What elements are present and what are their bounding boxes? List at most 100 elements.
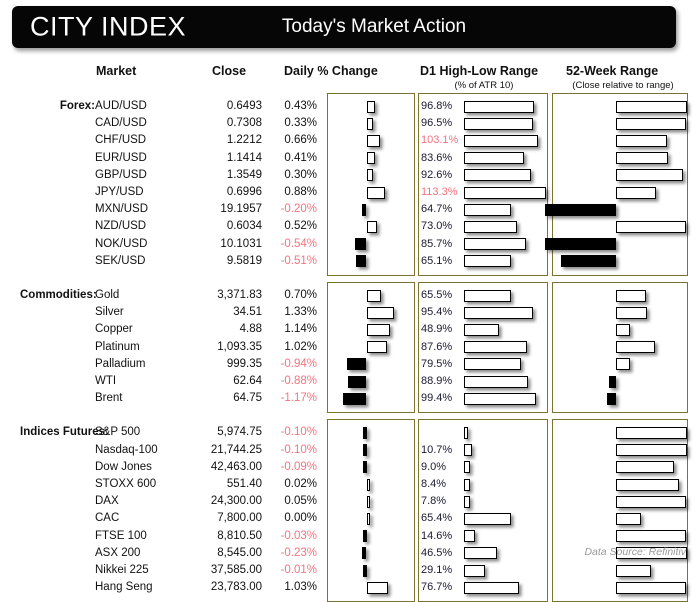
d1-range-bar [464, 289, 512, 302]
daily-pct-value: 0.00% [284, 512, 317, 525]
52week-range-bar [616, 461, 674, 474]
52week-range-bar [616, 478, 680, 491]
d1-range-bar [464, 478, 471, 491]
daily-pct-value: -0.01% [280, 564, 317, 576]
daily-pct-bar [356, 255, 367, 268]
daily-pct-bar [366, 169, 373, 182]
d1-range-bar [464, 564, 485, 577]
brand-logo: CITY INDEX [30, 11, 187, 42]
d1-range-label: 95.4% [421, 306, 453, 319]
column-header-daily-pct: Daily % Change [284, 64, 378, 78]
d1-range-bar [464, 238, 526, 251]
d1-range-bar [464, 444, 472, 457]
market-name: DAX [95, 495, 119, 508]
daily-pct-value: 1.03% [284, 581, 317, 594]
daily-pct-value: 1.14% [284, 323, 317, 336]
52week-range-bar [616, 152, 668, 165]
daily-pct-value: 0.33% [284, 117, 317, 130]
daily-pct-bar [366, 495, 370, 508]
daily-pct-value: 0.02% [284, 478, 317, 490]
market-name: FTSE 100 [95, 529, 147, 542]
close-value: 999.35 [226, 357, 262, 370]
data-source-note: Data Source: Refinitiv [584, 546, 686, 558]
daily-pct-value: 0.52% [284, 220, 317, 233]
d1-range-label: 9.0% [421, 460, 447, 473]
d1-range-bar [464, 100, 534, 113]
52week-range-bar [616, 306, 648, 319]
d1-range-label: 48.9% [421, 323, 453, 336]
market-name: Nasdaq-100 [95, 443, 158, 456]
d1-range-label: 103.1% [421, 134, 459, 147]
daily-pct-value: 1.33% [284, 306, 317, 319]
column-header-market: Market [96, 64, 137, 78]
d1-range-label: 65.1% [421, 254, 453, 267]
close-value: 37,585.00 [210, 564, 262, 576]
close-value: 5,974.75 [217, 426, 262, 439]
daily-pct-bar [363, 461, 367, 474]
column-subheader-d1-range: (% of ATR 10) [454, 80, 514, 91]
52week-range-bar [616, 426, 688, 439]
market-name: Copper [95, 323, 133, 336]
d1-range-bar [464, 203, 511, 216]
close-value: 8,545.00 [217, 546, 262, 559]
market-name: CAC [95, 512, 120, 525]
page-title: Today's Market Action [281, 16, 467, 37]
52week-range-bar [616, 289, 646, 302]
close-value: 21,744.25 [210, 443, 262, 456]
daily-pct-bar [366, 581, 388, 594]
d1-range-label: 85.7% [421, 237, 453, 250]
52week-range-bar [544, 238, 616, 251]
52week-range-bar [616, 530, 687, 543]
close-value: 1,093.35 [217, 340, 262, 353]
close-value: 24,300.00 [210, 495, 262, 508]
d1-range-label: 8.4% [421, 478, 447, 490]
d1-range-bar [464, 169, 531, 182]
d1-range-bar [464, 323, 500, 336]
close-value: 0.6996 [226, 186, 262, 198]
daily-pct-value: -0.10% [280, 426, 317, 439]
daily-pct-bar [366, 134, 381, 147]
52week-range-bar [616, 169, 683, 182]
daily-pct-value: 0.30% [284, 168, 317, 181]
d1-range-label: 64.7% [421, 203, 453, 216]
d1-range-bar [464, 495, 470, 508]
market-name: MXN/USD [95, 203, 149, 216]
d1-range-bar [464, 358, 522, 371]
52week-range-bar [616, 341, 656, 354]
d1-range-bar [464, 426, 468, 439]
d1-range-bar [464, 375, 528, 388]
52week-range-bar [616, 358, 630, 371]
market-name: NOK/USD [95, 237, 148, 250]
column-header-d1-range: D1 High-Low Range [420, 64, 539, 78]
d1-range-label: 99.4% [421, 392, 453, 405]
close-value: 23,783.00 [210, 581, 262, 594]
group-label-1: Commodities: [20, 289, 97, 301]
market-name: Dow Jones [95, 460, 152, 473]
close-value: 42,463.00 [210, 460, 262, 473]
close-value: 1.3549 [226, 168, 262, 181]
market-name: NZD/USD [95, 220, 147, 233]
daily-pct-value: -0.94% [280, 357, 317, 370]
d1-range-bar [464, 341, 528, 354]
d1-range-bar [464, 547, 498, 560]
market-name: Nikkei 225 [95, 564, 149, 576]
d1-range-bar [464, 581, 520, 594]
d1-range-label: 10.7% [421, 443, 453, 456]
52week-range-bar [560, 255, 616, 268]
52week-range-bar [616, 323, 630, 336]
52week-range-bar [609, 375, 616, 388]
market-name: Platinum [95, 340, 140, 353]
market-name: STOXX 600 [95, 478, 157, 490]
52week-range-bar [616, 547, 688, 560]
d1-range-bar [464, 152, 525, 165]
market-name: Hang Seng [95, 581, 153, 594]
market-name: ASX 200 [95, 546, 141, 559]
daily-pct-bar [366, 152, 375, 165]
daily-pct-value: 0.43% [284, 100, 317, 112]
daily-pct-bar [366, 186, 385, 199]
daily-pct-bar [363, 426, 367, 439]
d1-range-label: 79.5% [421, 357, 453, 370]
column-subheader-52week: (Close relative to range) [572, 80, 674, 91]
d1-range-label: 76.7% [421, 581, 453, 594]
d1-range-label: 7.8% [421, 495, 447, 508]
